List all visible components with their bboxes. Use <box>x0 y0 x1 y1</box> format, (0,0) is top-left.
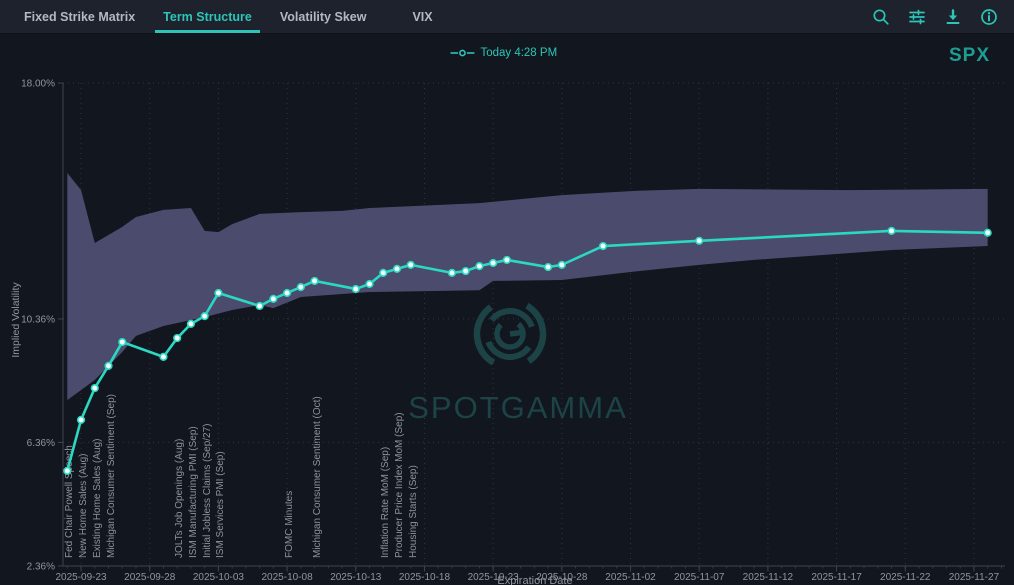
data-point-marker[interactable] <box>598 241 608 251</box>
tab-group: Fixed Strike Matrix Term Structure Volat… <box>0 0 447 33</box>
data-point-marker[interactable] <box>502 255 511 265</box>
x-tick-label: 2025-09-23 <box>55 572 107 583</box>
data-point-marker[interactable] <box>351 284 360 294</box>
data-point-marker[interactable] <box>214 288 223 298</box>
watermark-text: SPOTGAMMA <box>408 390 628 425</box>
data-point-marker[interactable] <box>489 258 498 268</box>
x-tick-label: 2025-11-27 <box>949 572 1000 583</box>
data-point-marker[interactable] <box>406 260 415 269</box>
download-icon[interactable] <box>944 8 962 26</box>
data-point-marker[interactable] <box>76 415 86 424</box>
chart-area: SPOTGAMMA Fed Chair Powell Speech New Hom… <box>0 34 1014 585</box>
expected-move-band <box>67 172 988 401</box>
filter-settings-icon[interactable] <box>908 8 926 26</box>
x-tick-label: 2025-11-07 <box>674 572 725 583</box>
y-tick-label: 6.36% <box>27 438 55 449</box>
data-point-marker[interactable] <box>186 319 196 328</box>
data-point-marker[interactable] <box>282 288 292 298</box>
x-tick-label: 2025-10-08 <box>262 572 314 583</box>
tab-vix[interactable]: VIX <box>412 9 433 24</box>
x-tick-label: 2025-10-23 <box>468 572 520 583</box>
legend-item-today[interactable]: Today 4:28 PM <box>450 47 557 59</box>
spotgamma-logo-icon <box>462 286 558 382</box>
tab-term-structure[interactable]: Term Structure <box>149 0 266 33</box>
x-tick-label: 2025-10-28 <box>536 572 588 583</box>
chart-toolbar <box>872 8 1014 26</box>
data-point-marker[interactable] <box>983 228 992 237</box>
data-point-marker[interactable] <box>379 268 388 278</box>
y-tick-label: 2.36% <box>27 561 55 572</box>
watermark-layer: SPOTGAMMA <box>0 34 1014 585</box>
data-point-marker[interactable] <box>63 466 72 475</box>
data-point-marker[interactable] <box>543 262 553 272</box>
data-point-marker[interactable] <box>365 279 374 289</box>
data-point-marker[interactable] <box>296 283 305 292</box>
data-point-marker[interactable] <box>461 266 470 276</box>
data-point-marker[interactable] <box>887 226 896 236</box>
data-point-marker[interactable] <box>310 276 319 286</box>
data-point-marker[interactable] <box>255 301 264 311</box>
x-tick-label: 2025-11-17 <box>811 572 862 583</box>
data-point-marker[interactable] <box>173 333 182 343</box>
x-tick-label: 2025-11-12 <box>743 572 794 583</box>
data-point-marker[interactable] <box>104 361 113 370</box>
top-tab-bar: Fixed Strike Matrix Term Structure Volat… <box>0 0 1014 34</box>
data-point-marker[interactable] <box>90 383 99 393</box>
tab-fixed-strike-matrix[interactable]: Fixed Strike Matrix <box>24 9 136 24</box>
data-point-marker[interactable] <box>475 262 484 271</box>
data-point-marker[interactable] <box>159 352 168 361</box>
data-point-marker[interactable] <box>392 264 402 273</box>
data-point-marker[interactable] <box>269 294 278 303</box>
tab-volatility-skew[interactable]: Volatility Skew <box>279 9 367 24</box>
x-tick-label: 2025-10-18 <box>399 572 451 583</box>
info-icon[interactable] <box>980 8 998 26</box>
y-tick-label: 10.36% <box>21 314 55 325</box>
x-tick-label: 2025-11-02 <box>605 572 656 583</box>
legend-label: Today 4:28 PM <box>480 47 558 59</box>
zoom-icon[interactable] <box>872 8 890 26</box>
data-point-marker[interactable] <box>695 236 704 245</box>
data-point-marker[interactable] <box>118 337 127 347</box>
x-tick-label: 2025-09-28 <box>124 572 176 583</box>
legend-line-marker-icon <box>450 49 475 57</box>
data-point-marker[interactable] <box>200 312 209 321</box>
data-point-marker[interactable] <box>557 260 566 269</box>
x-tick-label: 2025-10-03 <box>193 572 245 583</box>
data-point-marker[interactable] <box>447 268 457 278</box>
y-tick-label: 18.00% <box>21 79 55 90</box>
x-tick-label: 2025-10-13 <box>330 572 382 583</box>
x-tick-label: 2025-11-22 <box>880 572 931 583</box>
chart-svg[interactable]: 2025-09-23 2025-09-28 2025-10-03 2025-10-08… <box>0 34 1014 585</box>
